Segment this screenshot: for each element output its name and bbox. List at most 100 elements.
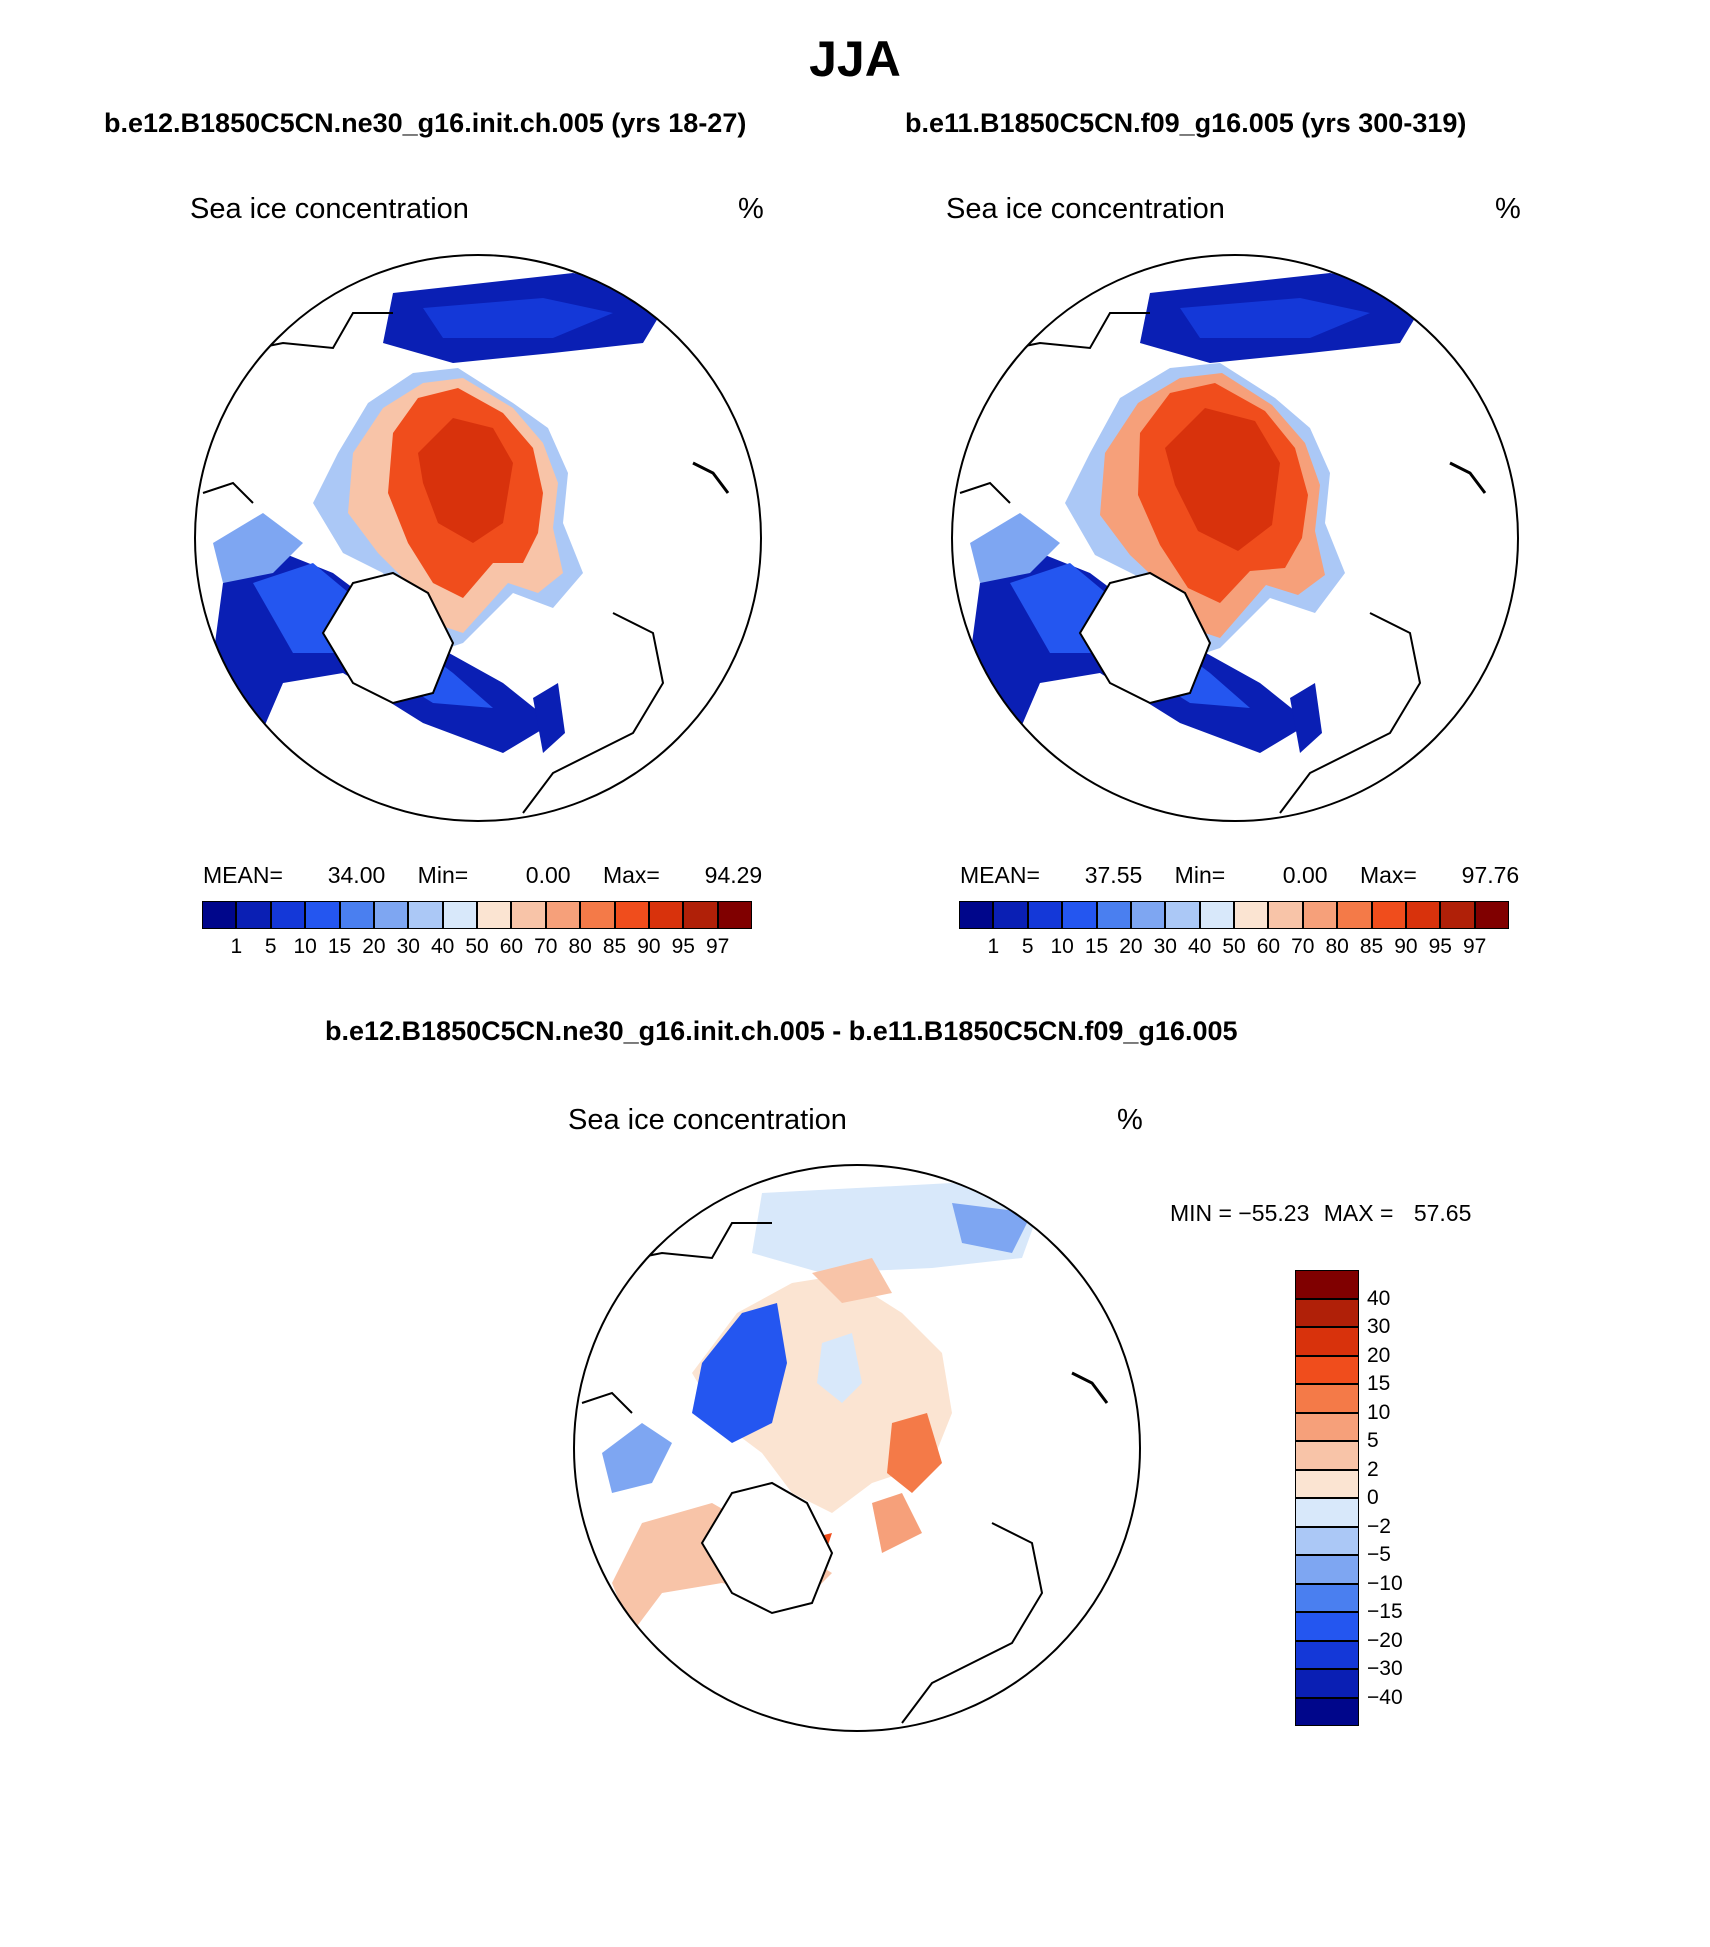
panel2-colorbar-box — [1199, 901, 1234, 929]
panel1-units-label: % — [738, 193, 764, 225]
panel2-colorbar-label: 15 — [1084, 935, 1109, 958]
panel2-map — [951, 254, 1519, 822]
panel3-colorbar-box — [1295, 1498, 1359, 1527]
panel3-colorbar-box — [1295, 1469, 1359, 1498]
panel3-colorbar-label: 30 — [1367, 1315, 1391, 1338]
panel2-colorbar-box — [1440, 901, 1475, 929]
panel3-colorbar-label: −15 — [1367, 1600, 1403, 1623]
panel1-colorbar-label: 85 — [602, 935, 627, 958]
panel1-colorbar-box — [305, 901, 340, 929]
panel3-colorbar-label: 2 — [1367, 1457, 1379, 1481]
panel2-colorbar-box — [1405, 901, 1441, 929]
panel1-colorbar-box — [648, 901, 684, 929]
greenland — [321, 571, 455, 705]
panel3-colorbar: 40 30 20 15 10 5 2 0 −2 −5 −10 −15 −20 −30 −40 — [1295, 1270, 1435, 1730]
panel1-colorbar-box — [511, 901, 546, 929]
panel2-colorbar-label: 80 — [1325, 935, 1349, 958]
panel1-colorbar-box — [580, 901, 615, 929]
panel3-max-label: MAX = — [1323, 1200, 1394, 1226]
panel2-mean-label: MEAN= — [960, 862, 1040, 888]
panel1-max-label: Max= — [602, 862, 660, 888]
panel1-colorbar-label: 30 — [396, 935, 420, 958]
panel1-max-value: 94.29 — [704, 862, 763, 888]
panel2-colorbar-label: 97 — [1462, 935, 1487, 958]
panel1-colorbar-box — [614, 901, 649, 929]
panel2-colorbar-box — [993, 901, 1028, 929]
panel2-min-label: Min= — [1174, 862, 1226, 888]
panel1-colorbar-label: 95 — [671, 935, 695, 958]
panel1-colorbar-label: 70 — [534, 935, 558, 958]
greenland — [700, 1481, 834, 1615]
panel2-min-value: 0.00 — [1282, 862, 1328, 888]
panel2-title: b.e11.B1850C5CN.f09_g16.005 (yrs 300-319… — [905, 108, 1467, 138]
panel3-min-value: −55.23 — [1238, 1200, 1310, 1226]
panel3-colorbar-label: −40 — [1367, 1685, 1403, 1709]
panel3-colorbar-box — [1295, 1526, 1359, 1555]
panel3-units-label: % — [1117, 1104, 1143, 1136]
panel3-colorbar-box — [1295, 1612, 1359, 1641]
panel1-colorbar-box — [477, 901, 512, 929]
panel2-units-label: % — [1495, 193, 1521, 225]
panel1-colorbar-box — [339, 901, 374, 929]
panel3-colorbar-box — [1295, 1384, 1359, 1413]
panel1-min-value: 0.00 — [525, 862, 571, 888]
panel3-colorbar-label: 0 — [1367, 1486, 1379, 1509]
panel1-colorbar-label: 50 — [465, 935, 489, 958]
panel2-mean-value: 37.55 — [1084, 862, 1143, 888]
panel3-colorbar-label: −30 — [1367, 1657, 1403, 1680]
panel1-map — [194, 254, 762, 822]
panel1-min-label: Min= — [417, 862, 469, 888]
panel2-colorbar-box — [1096, 901, 1131, 929]
panel2-colorbar-label: 1 — [987, 935, 1000, 958]
panel1-colorbar-label: 1 — [230, 935, 243, 958]
panel2-colorbar-box — [1027, 901, 1063, 929]
panel2-colorbar-box — [1062, 901, 1097, 929]
panel1-colorbar: 1 5 10 15 20 30 40 50 60 70 80 85 90 95 97 — [202, 901, 752, 961]
panel1-colorbar-box — [683, 901, 718, 929]
panel1-colorbar-label: 15 — [327, 935, 352, 958]
panel3-colorbar-label: 5 — [1367, 1429, 1379, 1452]
panel3-colorbar-box — [1295, 1640, 1359, 1669]
caa-negative — [692, 1303, 787, 1443]
panel2-colorbar-label: 20 — [1119, 935, 1143, 958]
panel2-colorbar-label: 30 — [1153, 935, 1177, 958]
panel1-colorbar-box — [236, 901, 271, 929]
panel1-colorbar-box — [717, 901, 752, 929]
panel2-colorbar-label: 70 — [1291, 935, 1315, 958]
panel2-colorbar-label: 85 — [1359, 935, 1384, 958]
panel2-colorbar-box — [1474, 901, 1509, 929]
panel2-colorbar-label: 90 — [1394, 935, 1418, 958]
panel2-colorbar-box — [1337, 901, 1372, 929]
panel3-min-label: MIN = — [1170, 1200, 1232, 1226]
panel3-colorbar-label: −10 — [1367, 1571, 1403, 1595]
panel3-max-value: 57.65 — [1413, 1200, 1472, 1226]
panel2-colorbar-label: 60 — [1256, 935, 1281, 958]
panel2-colorbar-box — [1165, 901, 1200, 929]
panel2-colorbar: 1 5 10 15 20 30 40 50 60 70 80 85 90 95 97 — [959, 901, 1509, 961]
panel2-colorbar-box — [1371, 901, 1406, 929]
panel3-colorbar-box — [1295, 1270, 1359, 1299]
panel3-colorbar-box — [1295, 1441, 1359, 1470]
panel1-colorbar-label: 80 — [568, 935, 592, 958]
panel2-colorbar-label: 5 — [1021, 935, 1034, 958]
panel1-colorbar-label: 90 — [637, 935, 661, 958]
panel3-colorbar-label: 15 — [1367, 1372, 1391, 1395]
panel3-colorbar-label: −2 — [1367, 1514, 1391, 1538]
panel1-variable-label: Sea ice concentration — [190, 193, 469, 225]
panel2-max-label: Max= — [1359, 862, 1417, 888]
panel1-colorbar-box — [202, 901, 237, 929]
panel3-variable-label: Sea ice concentration — [568, 1104, 847, 1136]
panel1-colorbar-label: 40 — [430, 935, 455, 958]
panel1-colorbar-label: 97 — [705, 935, 730, 958]
panel3-map — [573, 1164, 1141, 1732]
panel3-colorbar-label: 20 — [1367, 1343, 1391, 1367]
panel1-colorbar-box — [408, 901, 443, 929]
panel3-colorbar-label: −5 — [1367, 1543, 1391, 1566]
panel3-title: b.e12.B1850C5CN.ne30_g16.init.ch.005 - b… — [325, 1016, 1238, 1046]
panel1-colorbar-label: 10 — [293, 935, 317, 958]
panel3-colorbar-box — [1295, 1298, 1359, 1327]
panel2-colorbar-box — [1268, 901, 1303, 929]
panel1-colorbar-box — [373, 901, 409, 929]
panel2-colorbar-box — [1234, 901, 1269, 929]
panel2-colorbar-label: 95 — [1428, 935, 1452, 958]
